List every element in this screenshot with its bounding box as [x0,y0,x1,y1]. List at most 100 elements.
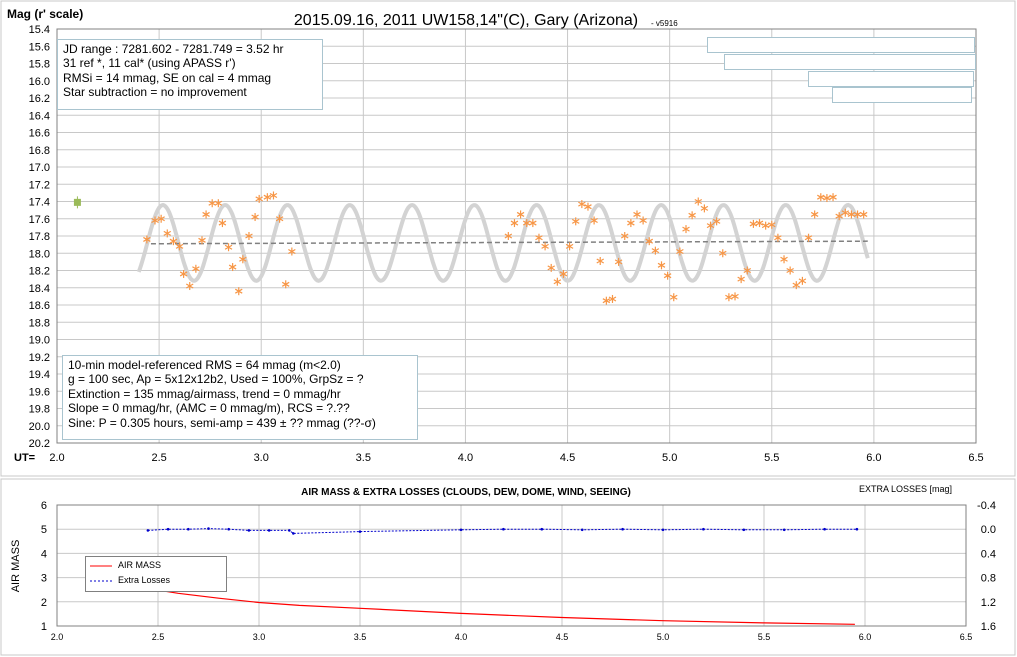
data-point-stroke [700,205,709,211]
data-point-stroke [596,258,605,264]
data-point [255,194,263,203]
data-point-stroke [633,211,641,217]
extra-losses-point [292,532,295,535]
extra-losses-point [782,528,786,532]
data-point-stroke [529,220,537,226]
data-point [731,292,739,301]
y-tick-label: 6 [41,500,47,512]
data-point [185,282,194,291]
y2-tick-label: 0.8 [981,573,996,585]
data-point [224,243,233,252]
x-tick-label: 6.0 [866,452,881,464]
y-tick-label: 19.4 [29,369,50,381]
y-tick-label: 15.4 [29,24,50,36]
data-point [529,219,537,228]
data-point [767,220,776,229]
data-point-stroke [169,238,178,244]
data-point [228,263,237,272]
data-point [192,264,200,273]
data-point [163,229,172,238]
data-point [725,293,733,302]
y-tick-label: 17.6 [29,214,50,226]
data-point [590,216,598,225]
data-point-stroke [288,249,296,255]
y-tick-label: 16.6 [29,128,50,140]
chart-version: - v5916 [651,19,678,28]
data-point-stroke [234,288,243,294]
data-point-stroke [737,276,745,282]
data-point-stroke [749,221,758,227]
extra-losses-point [540,527,544,531]
data-point [602,296,611,305]
extra-losses-point [823,527,826,531]
data-point [251,213,259,222]
y2-tick-label: 1.6 [981,621,996,633]
data-point-stroke [179,271,188,277]
extra-losses-point [855,527,859,531]
empty-box [808,71,974,87]
extra-losses-point [358,530,362,533]
data-point [175,242,184,251]
data-point-stroke [743,267,752,274]
data-point [823,194,831,203]
data-point-stroke [780,256,788,262]
legend-airmass: AIR MASS [118,560,162,570]
data-point [541,242,549,251]
data-point-stroke [559,271,568,277]
data-point-stroke [522,220,531,226]
data-point-stroke [817,194,825,200]
data-point-stroke [608,296,617,302]
data-point-stroke [535,235,543,241]
data-point [559,269,568,278]
data-point-stroke [269,192,278,198]
data-point-stroke [218,220,227,226]
info-line: 10-min model-referenced RMS = 64 mmag (m… [68,358,341,372]
y2-tick-label: 1.2 [981,597,996,609]
y-tick-label: 20.0 [29,421,50,433]
data-point [676,247,684,256]
extra-losses-point [227,527,230,531]
data-point-stroke [255,196,263,202]
extra-losses-point [267,529,271,532]
data-point-stroke [214,200,223,206]
info-box-top: JD range : 7281.602 - 7281.749 = 3.52 hr… [57,39,323,110]
data-point-stroke [510,220,519,226]
data-point-stroke [590,217,598,223]
x-tick-label: 4.5 [556,632,569,642]
x-tick-label: 5.5 [764,452,779,464]
y-tick-label: 18.4 [29,283,50,295]
x-tick-label: 3.0 [254,452,269,464]
data-point-stroke [151,217,159,223]
data-point [657,261,666,270]
y-tick-label: 17.8 [29,231,50,243]
data-point-stroke [682,226,690,232]
x-tick-label: 3.5 [354,632,367,642]
data-point [755,219,764,228]
data-point [651,246,660,255]
data-point-stroke [224,244,233,250]
data-point [214,199,223,208]
info-line: Extinction = 135 mmag/airmass, trend = 0… [68,386,341,401]
x-tick-label: 4.0 [458,452,473,464]
y-axis-title: AIR MASS [10,540,22,593]
y-tick-label: 16.8 [29,145,50,157]
reference-point [73,198,81,206]
data-point-stroke [725,294,733,300]
data-point [737,275,745,284]
data-point [198,236,206,245]
data-point-stroke [620,233,629,239]
x-tick-label: 5.0 [657,632,670,642]
data-point-stroke [676,249,684,255]
data-point [571,217,580,226]
data-point [614,257,623,266]
extra-losses-point [247,529,251,532]
x-tick-label: 6.5 [968,452,983,464]
data-point [798,276,807,285]
data-point [535,233,543,242]
y-tick-label: 17.0 [29,162,50,174]
data-point-stroke [755,220,764,226]
y-tick-label: 19.2 [29,352,50,364]
data-point [584,202,592,211]
data-point-stroke [663,273,672,279]
